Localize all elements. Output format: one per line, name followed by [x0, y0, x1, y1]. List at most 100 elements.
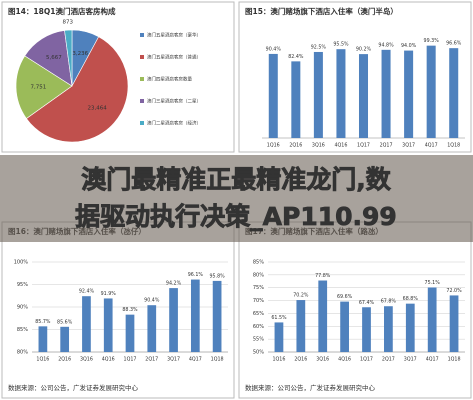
x-tick-label: 2Q17 — [380, 143, 393, 149]
slice-label: 23,464 — [88, 106, 108, 112]
value-label: 72.0% — [446, 288, 462, 294]
bar — [103, 298, 113, 352]
value-label: 91.9% — [101, 291, 117, 297]
x-tick-label: 1Q18 — [211, 357, 224, 363]
y-tick-label: 90% — [17, 305, 28, 311]
x-tick-label: 2Q17 — [382, 357, 395, 363]
bar — [169, 288, 178, 352]
y-tick-label: 65% — [253, 311, 264, 317]
bar — [336, 49, 346, 139]
legend-label: 澳门五星酒店客房（豪华） — [147, 32, 201, 39]
y-tick-label: 85% — [17, 327, 28, 333]
value-label: 85.7% — [35, 319, 51, 325]
slice-label: 7,751 — [31, 84, 47, 90]
value-label: 67.4% — [359, 300, 375, 306]
headline-text: 据驱动执行决策_AP110.99 — [75, 202, 397, 231]
bar — [405, 303, 415, 352]
value-label: 61.5% — [271, 315, 287, 321]
value-label: 75.1% — [425, 280, 441, 286]
x-tick-label: 1Q17 — [360, 357, 373, 363]
slice-label: 5,667 — [46, 55, 62, 61]
x-tick-label: 1Q17 — [357, 143, 370, 149]
x-tick-label: 1Q16 — [36, 357, 49, 363]
bar — [296, 300, 306, 352]
bar — [426, 45, 436, 138]
y-tick-label: 100% — [14, 260, 29, 266]
legend-swatch — [140, 33, 144, 37]
value-label: 68.8% — [403, 296, 419, 302]
slice-label: 873 — [62, 20, 73, 26]
x-tick-label: 3Q16 — [312, 143, 325, 149]
x-tick-label: 2Q17 — [145, 357, 158, 363]
y-tick-label: 75% — [253, 285, 264, 291]
bar — [318, 280, 328, 352]
slice-label: 3,236 — [72, 51, 88, 57]
y-tick-label: 85% — [253, 260, 264, 266]
headline-band — [0, 155, 473, 242]
x-tick-label: 3Q16 — [316, 357, 329, 363]
x-tick-label: 3Q17 — [404, 357, 417, 363]
panel-frame — [1, 1, 235, 153]
bar — [268, 53, 278, 138]
chart-title: 图15：澳门赌场旗下酒店入住率（澳门半岛） — [245, 6, 398, 16]
x-tick-label: 4Q16 — [338, 357, 351, 363]
x-tick-label: 4Q17 — [189, 357, 202, 363]
bar — [404, 50, 414, 138]
y-tick-label: 55% — [253, 337, 264, 343]
x-tick-label: 4Q17 — [426, 357, 439, 363]
value-label: 85.6% — [57, 319, 73, 325]
legend-label: 澳门三星酒店客房（二星） — [147, 98, 201, 105]
value-label: 70.2% — [293, 293, 309, 299]
bar — [125, 314, 135, 352]
pie-slice — [15, 55, 73, 119]
bar — [212, 280, 222, 352]
bar — [147, 305, 157, 352]
value-label: 90.4% — [144, 298, 160, 304]
x-tick-label: 1Q18 — [448, 357, 461, 363]
value-label: 96.1% — [188, 272, 204, 278]
x-tick-label: 4Q16 — [102, 357, 115, 363]
bar — [60, 326, 70, 352]
value-label: 92.4% — [79, 289, 95, 295]
value-label: 94.8% — [378, 42, 394, 48]
value-label: 94.0% — [401, 43, 417, 49]
value-label: 88.3% — [122, 307, 138, 313]
legend-swatch — [140, 99, 144, 103]
bar — [427, 287, 437, 352]
value-label: 94.2% — [166, 281, 182, 287]
pie-slice — [25, 36, 129, 143]
y-tick-label: 80% — [17, 350, 28, 356]
legend-swatch — [140, 121, 144, 125]
value-label: 95.8% — [209, 273, 225, 279]
x-tick-label: 4Q16 — [334, 143, 347, 149]
x-tick-label: 3Q17 — [167, 357, 180, 363]
pie-slice — [64, 29, 73, 87]
x-tick-label: 1Q18 — [447, 143, 460, 149]
bar — [291, 61, 301, 139]
value-label: 99.3% — [424, 38, 440, 44]
x-tick-label: 2Q16 — [294, 357, 307, 363]
bar — [274, 322, 284, 352]
bar — [384, 306, 393, 352]
value-label: 90.2% — [356, 47, 372, 53]
legend-label: 澳门四星酒店客房数量 — [147, 76, 192, 83]
y-tick-label: 70% — [253, 298, 264, 304]
value-label: 69.6% — [337, 294, 353, 300]
panel-frame — [238, 1, 472, 153]
source-note: 数据来源：公司公告，广发证券发展研究中心 — [245, 383, 376, 392]
value-label: 82.4% — [288, 54, 304, 60]
headline-text: 澳门最精准正最精准龙门,数 — [81, 165, 391, 194]
x-tick-label: 3Q17 — [402, 143, 415, 149]
bar — [313, 51, 323, 138]
y-tick-label: 60% — [253, 324, 264, 330]
x-tick-label: 4Q17 — [425, 143, 438, 149]
bar — [362, 307, 371, 352]
x-tick-label: 2Q16 — [58, 357, 71, 363]
x-tick-label: 3Q16 — [80, 357, 93, 363]
bar — [340, 301, 349, 352]
legend-swatch — [140, 55, 144, 59]
value-label: 77.8% — [315, 273, 331, 279]
bar — [38, 326, 48, 352]
source-note: 数据来源：公司公告，广发证券发展研究中心 — [8, 383, 139, 392]
